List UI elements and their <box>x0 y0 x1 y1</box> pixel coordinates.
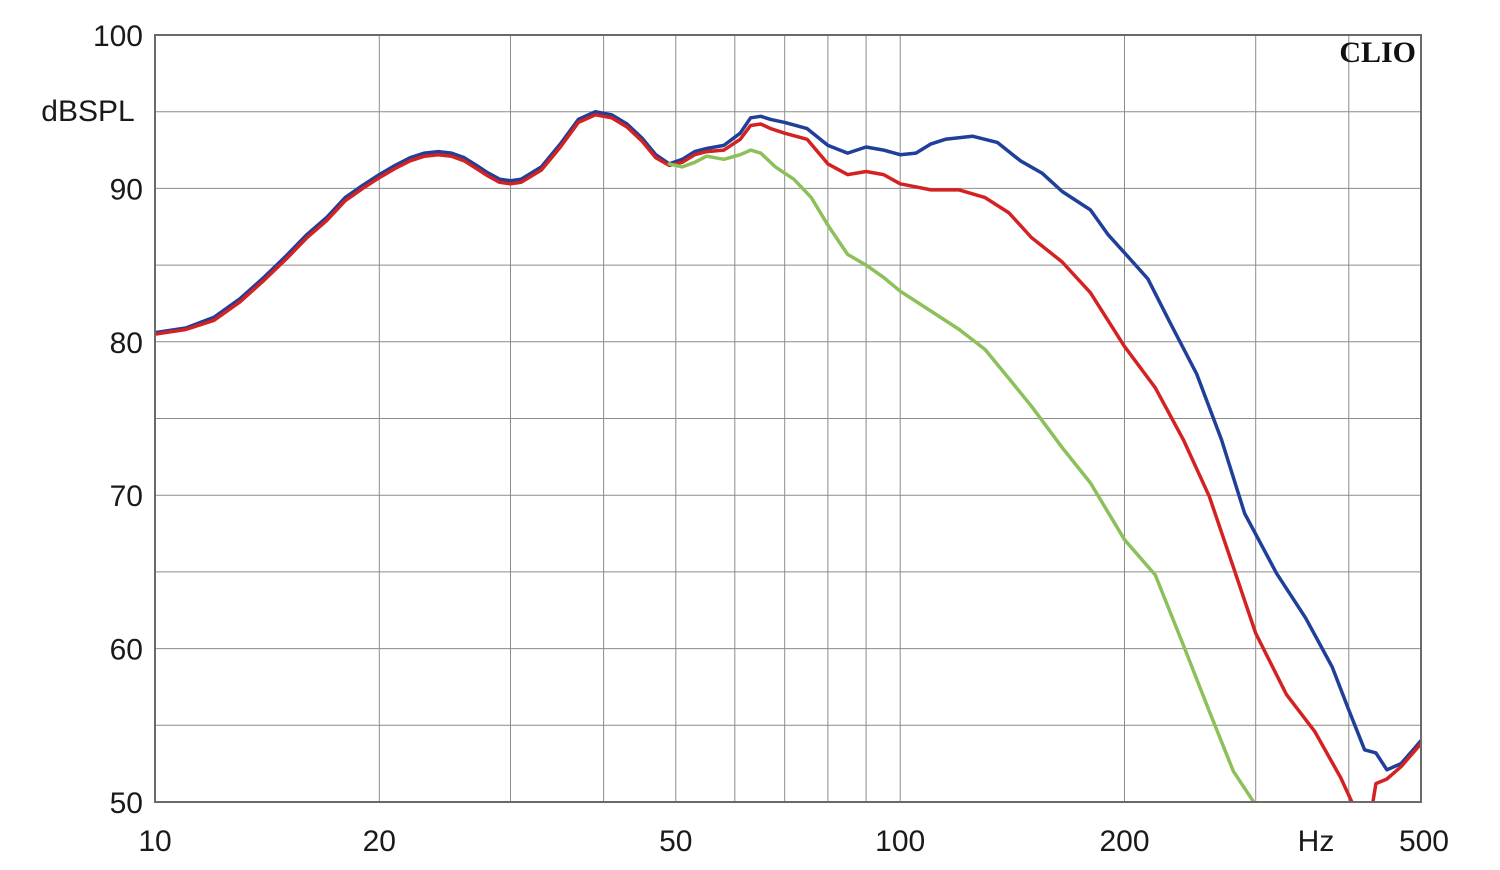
clio-logo: CLIO <box>1339 36 1416 69</box>
grid <box>155 35 1421 802</box>
series-line-2 <box>155 113 1421 802</box>
y-tick-label: 60 <box>110 634 143 667</box>
series-line-1 <box>155 109 1421 772</box>
x-axis-label: Hz <box>1298 825 1335 858</box>
x-tick-label: 200 <box>1099 825 1149 858</box>
y-tick-label: 70 <box>110 480 143 513</box>
series-line-3 <box>667 148 1256 802</box>
y-tick-label: 90 <box>110 173 143 206</box>
x-tick-labels: 10 20 50 100 200 500 <box>138 825 1449 858</box>
y-tick-label: 100 <box>93 20 143 53</box>
x-tick-label: 50 <box>659 825 692 858</box>
x-tick-label: 20 <box>363 825 396 858</box>
series-layer <box>155 109 1421 802</box>
y-axis-label: dBSPL <box>41 95 134 128</box>
y-tick-labels: 100 90 80 70 60 50 <box>93 20 143 820</box>
x-tick-label: 500 <box>1399 825 1449 858</box>
y-tick-label: 80 <box>110 327 143 360</box>
y-tick-label: 50 <box>110 787 143 820</box>
plot-frame <box>154 34 1422 803</box>
x-tick-label: 10 <box>138 825 171 858</box>
x-tick-label: 100 <box>875 825 925 858</box>
